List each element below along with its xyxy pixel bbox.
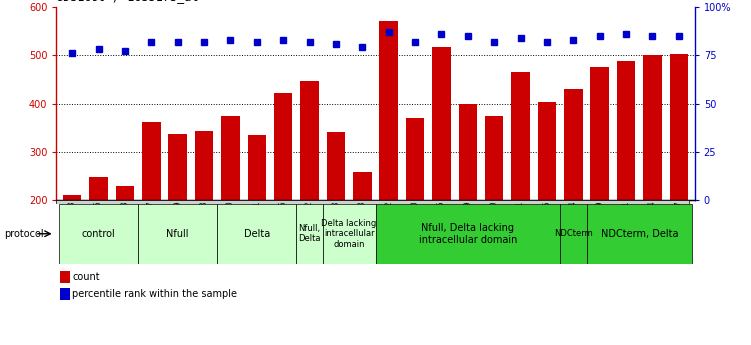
Bar <box>300 81 318 297</box>
Bar <box>59 204 138 264</box>
Bar <box>670 54 688 297</box>
Text: control: control <box>82 229 116 239</box>
Text: GSM53395: GSM53395 <box>542 200 551 242</box>
Text: GDS1690 / 1635173_at: GDS1690 / 1635173_at <box>56 0 199 3</box>
Text: GSM53397: GSM53397 <box>146 200 155 242</box>
Bar <box>89 177 107 297</box>
Text: GSM53396: GSM53396 <box>94 200 103 242</box>
Bar <box>538 102 556 297</box>
Bar <box>459 104 477 297</box>
Bar <box>587 204 692 264</box>
Bar <box>138 204 217 264</box>
Bar <box>222 116 240 297</box>
Bar <box>564 89 583 297</box>
Text: NDCterm: NDCterm <box>554 229 593 238</box>
Text: GSM53388: GSM53388 <box>331 200 340 242</box>
Bar <box>59 288 70 300</box>
Text: percentile rank within the sample: percentile rank within the sample <box>72 289 237 299</box>
Text: Nfull, Delta lacking
intracellular domain: Nfull, Delta lacking intracellular domai… <box>418 223 517 245</box>
Bar <box>406 118 424 297</box>
Text: GSM53406: GSM53406 <box>279 200 288 242</box>
Text: GSM53407: GSM53407 <box>674 200 683 242</box>
Text: NDCterm, Delta: NDCterm, Delta <box>601 229 678 239</box>
Bar <box>560 204 587 264</box>
Text: GSM53408: GSM53408 <box>200 200 209 242</box>
Text: GSM53400: GSM53400 <box>411 200 420 242</box>
Bar <box>644 55 662 297</box>
Text: GSM53403: GSM53403 <box>120 200 129 242</box>
Bar <box>142 122 161 297</box>
Bar <box>433 47 451 297</box>
Text: GSM53391: GSM53391 <box>622 200 631 242</box>
Bar <box>327 132 345 297</box>
Text: count: count <box>72 272 100 282</box>
Text: GSM53389: GSM53389 <box>596 200 605 242</box>
Text: Delta: Delta <box>243 229 270 239</box>
Bar <box>59 271 70 283</box>
Text: GSM53405: GSM53405 <box>437 200 446 242</box>
Text: GSM53409: GSM53409 <box>463 200 472 242</box>
Text: Nfull,
Delta: Nfull, Delta <box>298 224 321 244</box>
Text: Delta lacking
intracellular
domain: Delta lacking intracellular domain <box>321 219 377 249</box>
Bar <box>379 21 398 297</box>
Text: GSM53390: GSM53390 <box>226 200 235 242</box>
Bar <box>217 204 297 264</box>
Text: GSM53392: GSM53392 <box>385 200 394 242</box>
Bar <box>353 172 372 297</box>
Bar <box>297 204 323 264</box>
Bar <box>323 204 376 264</box>
Bar <box>376 204 560 264</box>
Text: GSM53410: GSM53410 <box>490 200 499 242</box>
Bar <box>485 116 503 297</box>
Bar <box>168 134 187 297</box>
Bar <box>590 67 609 297</box>
Text: GSM53393: GSM53393 <box>68 200 77 242</box>
Bar <box>274 93 292 297</box>
Bar <box>195 130 213 297</box>
Bar <box>63 195 81 297</box>
Text: GSM53398: GSM53398 <box>357 200 366 242</box>
Bar <box>617 60 635 297</box>
Text: Nfull: Nfull <box>167 229 189 239</box>
Text: GSM53399: GSM53399 <box>173 200 182 242</box>
Bar <box>116 186 134 297</box>
Text: GSM53402: GSM53402 <box>305 200 314 242</box>
Bar <box>511 72 529 297</box>
Text: protocol: protocol <box>4 229 44 239</box>
Text: GSM53401: GSM53401 <box>252 200 261 242</box>
Bar <box>248 135 266 297</box>
Text: GSM53404: GSM53404 <box>569 200 578 242</box>
Text: GSM53411: GSM53411 <box>516 200 525 242</box>
Text: GSM53394: GSM53394 <box>648 200 657 242</box>
